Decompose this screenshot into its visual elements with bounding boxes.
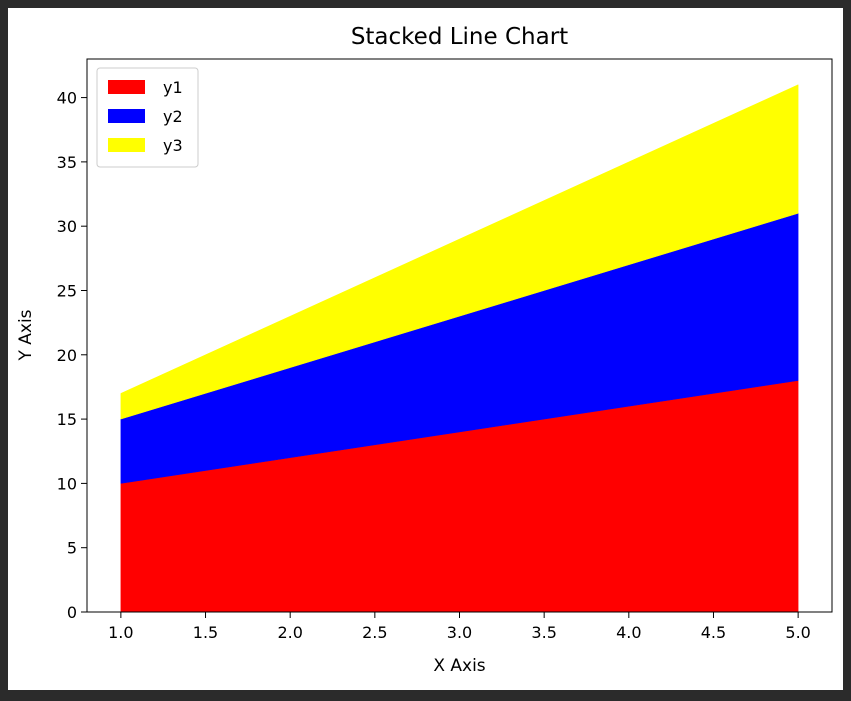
x-tick-label: 3.0: [447, 623, 472, 642]
stacked-area-chart: 1.0 1.5 2.0 2.5 3.0 3.5 4.0 4.5 5.0 0 5 10 15 20 25 30…: [16, 24, 833, 676]
y-tick-label: 35: [57, 153, 77, 172]
y-tick-label: 15: [57, 410, 77, 429]
x-ticks: 1.0 1.5 2.0 2.5 3.0 3.5 4.0 4.5 5.0: [108, 612, 811, 642]
y-tick-label: 10: [57, 474, 77, 493]
x-tick-label: 5.0: [785, 623, 810, 642]
legend-label-y2: y2: [163, 107, 183, 126]
x-tick-label: 4.5: [701, 623, 726, 642]
x-tick-label: 3.5: [531, 623, 556, 642]
legend: y1 y2 y3: [96, 67, 199, 168]
y-tick-label: 5: [67, 539, 77, 558]
legend-label-y1: y1: [163, 78, 183, 97]
y-tick-label: 30: [57, 217, 77, 236]
chart-title: Stacked Line Chart: [351, 24, 568, 50]
figure: 1.0 1.5 2.0 2.5 3.0 3.5 4.0 4.5 5.0 0 5 10 15 20 25 30…: [8, 8, 843, 690]
x-tick-label: 2.5: [362, 623, 387, 642]
y-tick-label: 40: [57, 89, 77, 108]
x-tick-label: 1.5: [193, 623, 218, 642]
x-tick-label: 2.0: [277, 623, 302, 642]
y-ticks: 0 5 10 15 20 25 30 35 40: [57, 89, 87, 622]
y-axis-label: Y Axis: [16, 309, 36, 361]
x-tick-label: 1.0: [108, 623, 133, 642]
legend-swatch-y3: [108, 138, 145, 152]
legend-swatch-y2: [108, 109, 145, 123]
y-tick-label: 0: [67, 603, 77, 622]
area-y3: [120, 84, 799, 420]
x-tick-label: 4.0: [616, 623, 641, 642]
x-axis-label: X Axis: [433, 656, 485, 676]
legend-label-y3: y3: [163, 136, 183, 155]
y-tick-label: 25: [57, 281, 77, 300]
legend-swatch-y1: [108, 80, 145, 94]
y-tick-label: 20: [57, 346, 77, 365]
area-series-group: [120, 84, 799, 613]
